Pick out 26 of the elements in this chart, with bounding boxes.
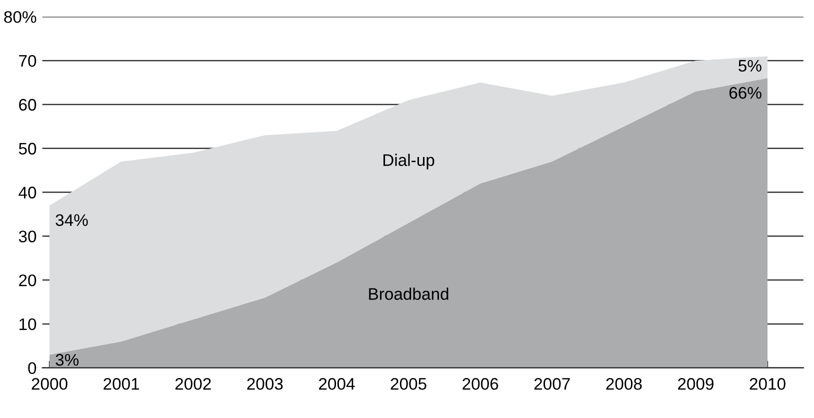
- y-tick-label: 20: [19, 274, 36, 286]
- x-tick-label: 2002: [175, 378, 211, 390]
- x-tick-label: 2008: [606, 378, 642, 390]
- x-tick-label: 2006: [462, 378, 498, 390]
- y-tick-label: 60: [19, 98, 36, 111]
- y-tick-label: 0: [28, 362, 36, 374]
- data-label: 5%: [738, 60, 762, 72]
- x-tick-label: 2001: [104, 378, 140, 390]
- y-tick-label: 10: [20, 318, 36, 330]
- x-tick-label: 2007: [534, 378, 570, 390]
- data-label: 66%: [729, 86, 762, 99]
- y-tick-label: 70: [19, 55, 36, 67]
- y-tick-label: 40: [18, 186, 36, 198]
- series-label: Broadband: [369, 288, 448, 300]
- x-tick-label: 2010: [750, 378, 786, 390]
- y-tick-label: 50: [18, 142, 36, 155]
- data-label: 3%: [56, 354, 79, 366]
- x-tick-label: 2005: [390, 378, 426, 390]
- y-tick-label: 30: [18, 230, 36, 242]
- x-tick-label: 2000: [32, 378, 68, 390]
- series-label: Dial-up: [383, 154, 434, 170]
- data-label: 34%: [56, 214, 88, 226]
- x-tick-label: 2009: [678, 378, 714, 390]
- x-tick-label: 2003: [247, 378, 283, 390]
- y-tick-label: 80%: [4, 11, 36, 23]
- x-tick-label: 2004: [319, 378, 355, 390]
